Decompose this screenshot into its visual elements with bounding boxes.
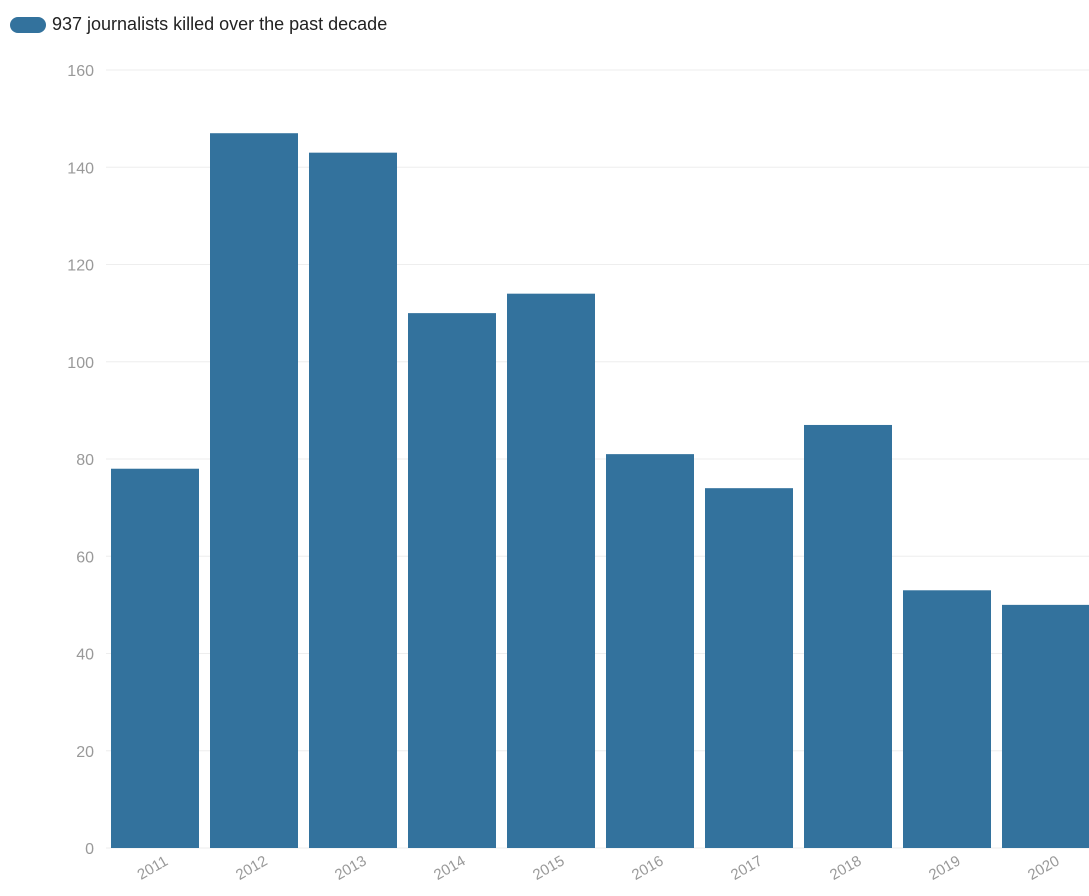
bar-2017[interactable] (705, 488, 793, 848)
bar-2013[interactable] (309, 152, 397, 849)
y-tick-label: 80 (76, 452, 94, 469)
x-tick-label: 2014 (431, 852, 468, 883)
bar-2015[interactable] (507, 293, 595, 848)
legend-swatch (10, 16, 46, 33)
y-axis-ticks: 0 20 40 60 80 100 120 140 160 (67, 63, 94, 858)
x-axis-ticks: 2011 2012 2013 2014 2015 2016 2017 2018 2019 2020 (135, 852, 1063, 883)
bar-2018[interactable] (804, 424, 892, 848)
x-tick-label: 2019 (926, 852, 963, 883)
bars (111, 133, 1089, 849)
bar-2020[interactable] (1002, 604, 1089, 848)
y-tick-label: 40 (76, 647, 94, 664)
x-tick-label: 2011 (135, 853, 171, 884)
y-tick-label: 0 (85, 841, 94, 858)
y-tick-label: 100 (67, 355, 94, 372)
x-tick-label: 2013 (332, 852, 369, 883)
x-tick-label: 2017 (728, 852, 765, 883)
bar-2019[interactable] (903, 590, 991, 848)
y-tick-label: 60 (76, 549, 94, 566)
bar-2016[interactable] (606, 454, 694, 848)
y-tick-label: 20 (76, 744, 94, 761)
x-tick-label: 2012 (233, 852, 270, 883)
x-tick-label: 2016 (629, 852, 666, 883)
x-tick-label: 2020 (1025, 852, 1062, 883)
bar-2011[interactable] (111, 468, 199, 848)
x-tick-label: 2015 (530, 852, 567, 883)
legend: 937 journalists killed over the past dec… (10, 14, 387, 35)
x-tick-label: 2018 (827, 852, 864, 883)
bar-2014[interactable] (408, 313, 496, 848)
legend-label: 937 journalists killed over the past dec… (52, 14, 388, 34)
y-tick-label: 140 (67, 160, 94, 177)
bar-2012[interactable] (210, 133, 298, 848)
y-tick-label: 120 (67, 258, 94, 275)
y-tick-label: 160 (67, 63, 94, 80)
